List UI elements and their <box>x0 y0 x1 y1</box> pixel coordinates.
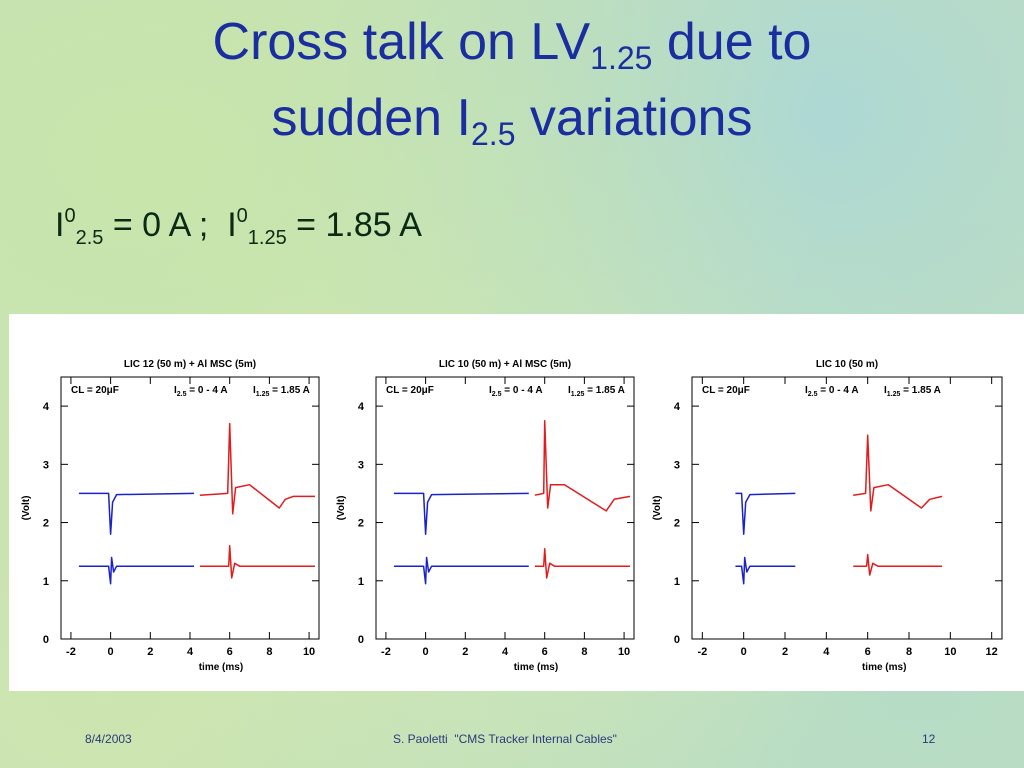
y-tick-label: 3 <box>43 459 49 471</box>
plot-frame <box>60 376 320 640</box>
formula-superscript: 0 <box>64 205 76 227</box>
series-line <box>393 492 529 535</box>
x-tick-label: 6 <box>865 646 871 658</box>
annotation-current-2-5: I2.5 = 0 - 4 A <box>489 385 543 398</box>
x-tick-label: 10 <box>944 646 956 658</box>
y-tick-label: 3 <box>358 459 364 471</box>
x-tick-label: 0 <box>423 646 429 658</box>
x-tick-label: 4 <box>502 646 509 658</box>
plots-svg: LIC 12 (50 m) + Al MSC (5m) CL = 20μF I2.5… <box>21 359 1003 673</box>
x-tick-label: -2 <box>381 646 391 658</box>
x-tick-label: 6 <box>542 646 548 658</box>
x-axis-label: time (ms) <box>199 662 243 673</box>
x-tick-label: 2 <box>462 646 468 658</box>
title-subscript: 2.5 <box>471 116 516 152</box>
slide-title-line-1: Cross talk on LV1.25 due to <box>0 12 1024 88</box>
chart-2: LIC 10 (50 m) + Al MSC (5m) CL = 20μF I2.5… <box>336 359 635 673</box>
annotation-capacitance: CL = 20μF <box>386 385 434 396</box>
chart-title: LIC 10 (50 m) + Al MSC (5m) <box>439 359 571 370</box>
formula-subscript: 1.25 <box>247 227 287 249</box>
x-tick-label: 10 <box>618 646 630 658</box>
y-tick-label: 0 <box>674 634 680 646</box>
x-tick-label: -2 <box>697 646 707 658</box>
chart-title: LIC 12 (50 m) + Al MSC (5m) <box>124 359 256 370</box>
current-conditions: I02.5 = 0 A ; I01.25 = 1.85 A <box>55 205 422 250</box>
title-subscript: 1.25 <box>590 40 653 76</box>
y-tick-label: 1 <box>43 576 49 588</box>
y-tick-label: 4 <box>674 401 681 413</box>
series-line <box>534 419 631 512</box>
formula-text: = 0 A ; <box>103 206 228 244</box>
annotation-current-2-5: I2.5 = 0 - 4 A <box>805 385 859 398</box>
formula-subscript: 2.5 <box>75 227 104 249</box>
annotation-capacitance: CL = 20μF <box>702 385 750 396</box>
annotation-current-1-25: I1.25 = 1.85 A <box>568 385 625 398</box>
y-tick-label: 1 <box>358 576 364 588</box>
x-tick-label: 12 <box>986 646 998 658</box>
formula-text: I <box>227 206 237 244</box>
x-tick-label: 2 <box>782 646 788 658</box>
annotation-current-1-25: I1.25 = 1.85 A <box>884 385 941 398</box>
title-text: sudden I <box>271 89 472 147</box>
slide-title-line-2: sudden I2.5 variations <box>0 88 1024 164</box>
x-axis-label: time (ms) <box>514 662 558 673</box>
x-tick-label: -2 <box>66 646 76 658</box>
y-tick-label: 2 <box>674 518 680 530</box>
annotation-current-1-25: I1.25 = 1.85 A <box>253 385 310 398</box>
y-tick-label: 2 <box>358 518 364 530</box>
footer-page-number: 12 <box>922 732 936 746</box>
y-axis-label: (Volt) <box>336 496 347 521</box>
footer-date: 8/4/2003 <box>85 732 132 746</box>
series-line <box>199 422 315 515</box>
y-tick-label: 1 <box>674 576 680 588</box>
title-text: variations <box>515 89 753 147</box>
annotation-current-2-5: I2.5 = 0 - 4 A <box>174 385 228 398</box>
x-tick-label: 8 <box>906 646 912 658</box>
x-tick-label: 8 <box>266 646 272 658</box>
x-tick-label: 6 <box>227 646 233 658</box>
plots-panel: LIC 12 (50 m) + Al MSC (5m) CL = 20μF I2.5… <box>9 314 1024 691</box>
series-line <box>534 548 630 579</box>
chart-title: LIC 10 (50 m) <box>816 359 878 370</box>
x-axis-label: time (ms) <box>862 662 906 673</box>
formula-text: = 1.85 A <box>286 206 422 244</box>
chart-1: LIC 12 (50 m) + Al MSC (5m) CL = 20μF I2.5… <box>21 359 320 673</box>
title-text: due to <box>652 13 812 71</box>
y-tick-label: 4 <box>43 401 50 413</box>
plot-frame <box>691 376 1003 640</box>
formula-superscript: 0 <box>236 205 248 227</box>
y-axis-label: (Volt) <box>21 496 32 521</box>
x-tick-label: 4 <box>823 646 830 658</box>
series-line <box>78 556 194 585</box>
annotation-capacitance: CL = 20μF <box>71 385 119 396</box>
y-tick-label: 0 <box>358 634 364 646</box>
x-tick-label: 2 <box>147 646 153 658</box>
slide-title: Cross talk on LV1.25 due to sudden I2.5 … <box>0 12 1024 164</box>
series-line <box>199 545 315 579</box>
x-tick-label: 0 <box>108 646 114 658</box>
series-line <box>735 492 796 535</box>
series-line <box>735 556 796 585</box>
formula-text: I <box>55 206 65 244</box>
series-line <box>853 553 943 576</box>
plot-frame <box>375 376 635 640</box>
chart-3: LIC 10 (50 m) CL = 20μF I2.5 = 0 - 4 A I1.2… <box>652 359 1003 673</box>
footer-center: S. Paoletti "CMS Tracker Internal Cables… <box>393 732 617 746</box>
y-axis-label: (Volt) <box>652 496 663 521</box>
series-line <box>78 492 195 535</box>
y-tick-label: 3 <box>674 459 680 471</box>
y-tick-label: 4 <box>358 401 365 413</box>
x-tick-label: 8 <box>581 646 587 658</box>
x-tick-label: 10 <box>303 646 315 658</box>
series-line <box>853 434 943 512</box>
title-text: Cross talk on LV <box>212 13 591 71</box>
x-tick-label: 0 <box>741 646 747 658</box>
y-tick-label: 2 <box>43 518 49 530</box>
series-line <box>393 556 529 585</box>
x-tick-label: 4 <box>187 646 194 658</box>
y-tick-label: 0 <box>43 634 49 646</box>
